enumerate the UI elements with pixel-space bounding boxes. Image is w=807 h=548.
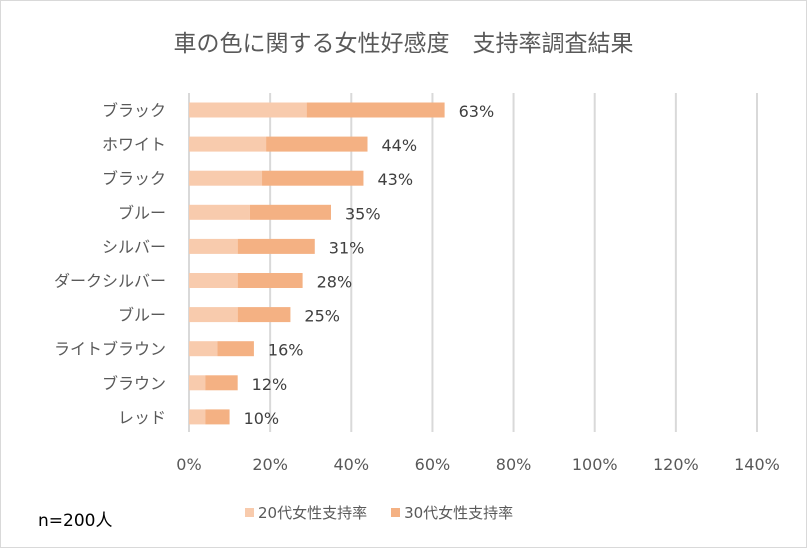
legend-label-30s: 30代女性支持率 xyxy=(404,504,514,522)
bar-segment-30s xyxy=(262,170,364,186)
bar-segment-30s xyxy=(205,409,230,425)
x-tick-label: 120% xyxy=(653,455,699,474)
bar-segment-20s xyxy=(189,170,263,186)
category-label: ブラック xyxy=(102,101,166,120)
bar-segment-30s xyxy=(217,341,254,357)
bar-segment-30s xyxy=(205,375,238,391)
bar-segment-30s xyxy=(237,273,303,288)
x-tick-label: 80% xyxy=(496,455,532,474)
x-tick-label: 100% xyxy=(572,455,618,474)
category-label: シルバー xyxy=(102,237,166,256)
x-tick-label: 40% xyxy=(334,455,370,474)
legend-label-20s: 20代女性支持率 xyxy=(258,504,368,522)
category-label: ブラック xyxy=(102,169,166,188)
total-data-label: 31% xyxy=(329,238,365,257)
category-label: ライトブラウン xyxy=(54,340,166,359)
x-tick-label: 60% xyxy=(415,455,451,474)
total-data-label: 44% xyxy=(382,136,418,155)
category-label: ブルー xyxy=(118,306,166,325)
bar-segment-20s xyxy=(189,102,307,118)
legend-swatch-20s xyxy=(245,508,254,517)
x-tick-label: 20% xyxy=(252,455,288,474)
total-data-label: 16% xyxy=(268,341,304,360)
bar-segment-20s xyxy=(189,238,238,254)
category-label: ダークシルバー xyxy=(54,272,166,291)
bar-segment-20s xyxy=(189,341,218,357)
bar-segment-20s xyxy=(189,307,238,323)
legend: 20代女性支持率 30代女性支持率 xyxy=(245,502,513,523)
total-data-label: 63% xyxy=(459,102,495,121)
bar-segment-30s xyxy=(306,102,445,118)
x-tick-label: 0% xyxy=(176,455,201,474)
bar-segment-20s xyxy=(189,204,250,220)
bar-segment-20s xyxy=(189,273,238,288)
x-tick-label: 140% xyxy=(734,455,780,474)
legend-swatch-30s xyxy=(391,508,401,517)
bar-segment-30s xyxy=(237,238,315,254)
category-label: ブラウン xyxy=(102,374,166,393)
total-data-label: 28% xyxy=(317,273,353,292)
sample-size-note: n=200人 xyxy=(38,511,113,531)
bar-segment-30s xyxy=(266,136,368,152)
category-label: ホワイト xyxy=(102,135,166,154)
total-data-label: 12% xyxy=(252,375,288,394)
bar-segment-30s xyxy=(237,307,291,323)
category-label: ブルー xyxy=(118,203,166,222)
legend-item-30s: 30代女性支持率 xyxy=(391,502,513,523)
bar-segment-30s xyxy=(249,204,331,220)
bar-segment-20s xyxy=(189,375,206,391)
legend-item-20s: 20代女性支持率 xyxy=(245,502,367,523)
category-label: レッド xyxy=(118,408,166,427)
total-data-label: 10% xyxy=(244,409,280,428)
chart-title: 車の色に関する女性好感度 支持率調査結果 xyxy=(173,31,634,57)
bar-segment-20s xyxy=(189,409,206,425)
bar-segment-20s xyxy=(189,136,267,152)
total-data-label: 25% xyxy=(304,307,340,326)
total-data-label: 35% xyxy=(345,204,381,223)
total-data-label: 43% xyxy=(377,170,413,189)
